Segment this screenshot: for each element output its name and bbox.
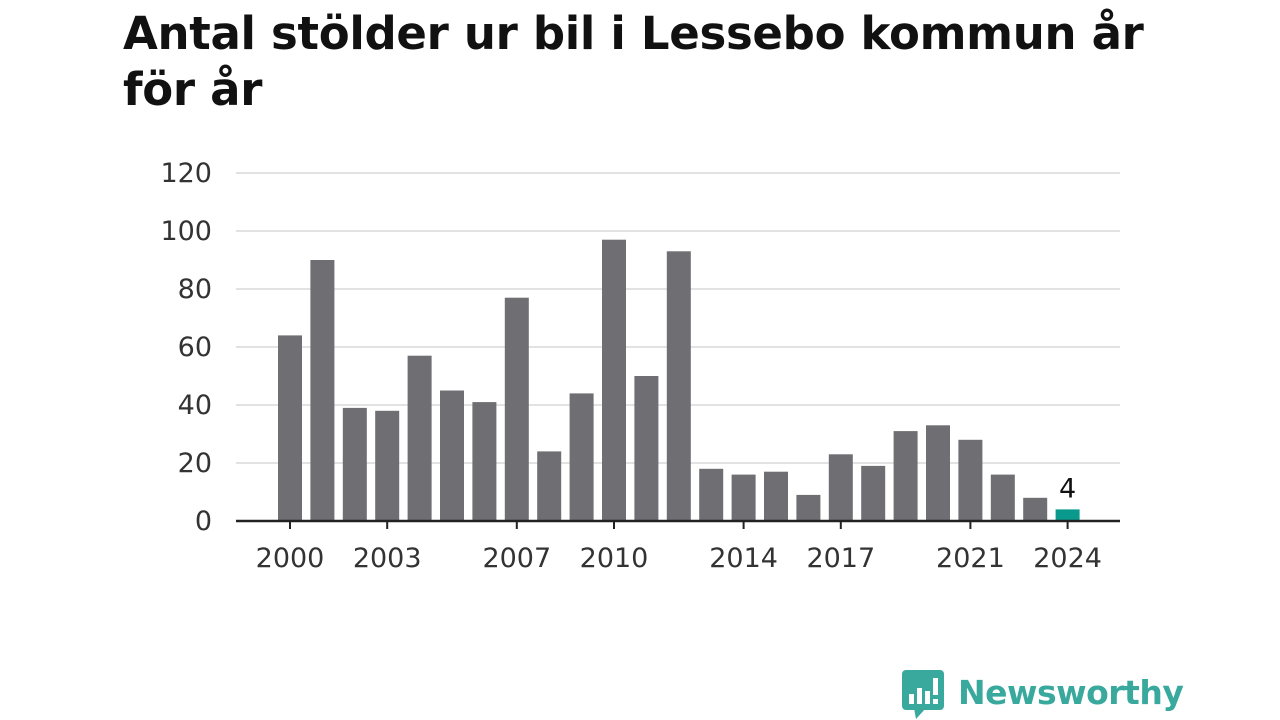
bar: [537, 451, 562, 521]
brand-logo: Newsworthy: [902, 670, 1184, 720]
chart-title: Antal stölder ur bil i Lessebo kommun år…: [123, 7, 1144, 116]
bar: [375, 410, 400, 521]
x-tick-label: 2021: [936, 543, 1005, 574]
bar: [731, 474, 756, 521]
x-tick-label: 2014: [709, 543, 778, 574]
y-tick-label: 60: [178, 332, 212, 363]
bar: [569, 393, 594, 521]
x-tick-label: 2007: [482, 543, 551, 574]
y-tick-label: 100: [160, 216, 212, 247]
y-tick-label: 80: [178, 274, 212, 305]
y-tick-label: 120: [160, 158, 212, 189]
x-tick-label: 2003: [353, 543, 422, 574]
bar: [472, 402, 497, 521]
bar: [861, 465, 886, 521]
bar: [1023, 497, 1048, 521]
bar-highlight: [1055, 509, 1080, 521]
brand-name: Newsworthy: [958, 672, 1184, 712]
bar: [764, 471, 788, 521]
bars: [278, 239, 1080, 522]
x-tick-label: 2010: [580, 543, 649, 574]
bar: [828, 454, 853, 521]
x-axis-ticks: 2000 2003 2007 2010 2014 2017 2021 2024: [256, 521, 1102, 574]
bar: [699, 468, 724, 521]
x-tick-label: 2024: [1033, 543, 1102, 574]
newsworthy-logo-icon: [902, 670, 944, 719]
x-tick-label: 2017: [806, 543, 875, 574]
bar: [407, 355, 432, 521]
bar: [504, 297, 529, 521]
bar: [278, 335, 302, 521]
bar: [893, 431, 918, 521]
bar: [602, 239, 626, 521]
y-tick-label: 0: [195, 506, 212, 537]
bar: [796, 494, 821, 521]
bar: [440, 390, 464, 521]
y-axis-ticks: 0 20 40 60 80 100 120: [160, 158, 212, 537]
bar: [958, 439, 983, 521]
bar: [666, 251, 691, 522]
bar: [634, 376, 659, 521]
bar: [990, 474, 1015, 521]
highlight-data-label: 4: [1059, 473, 1076, 504]
data-labels: 4: [1059, 473, 1076, 504]
bar: [926, 425, 950, 521]
y-tick-label: 40: [178, 390, 212, 421]
bar: [342, 407, 367, 521]
bar: [310, 260, 335, 521]
x-tick-label: 2000: [256, 543, 325, 574]
y-tick-label: 20: [178, 448, 212, 479]
